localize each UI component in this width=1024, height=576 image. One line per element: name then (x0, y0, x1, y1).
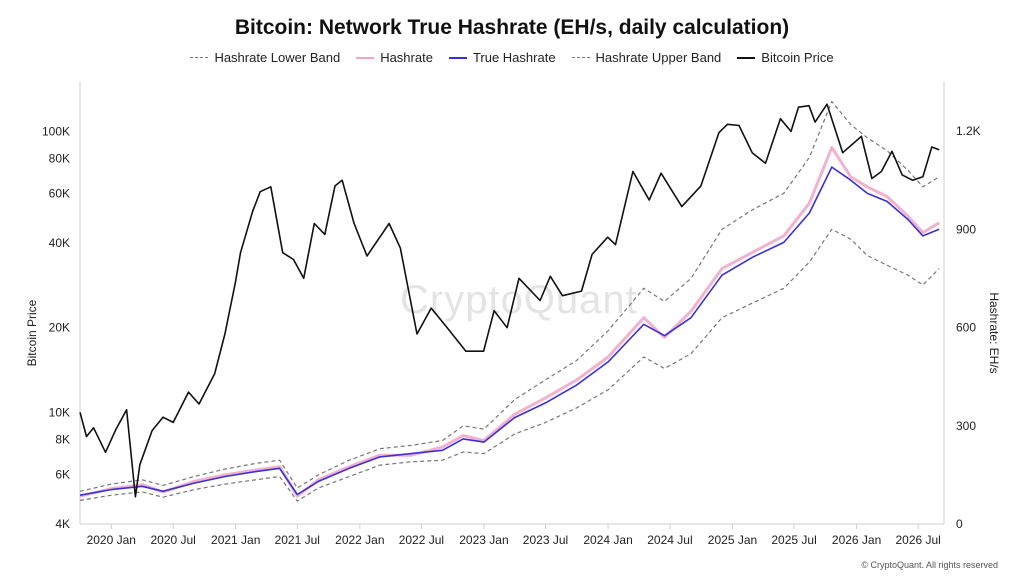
left-axis-title: Bitcoin Price (25, 299, 39, 366)
legend-swatch-bitcoin-price (737, 56, 756, 59)
legend-swatch-true-hashrate (448, 56, 467, 59)
x-tick-label: 2024 Jul (647, 533, 692, 547)
x-tick-label: 2024 Jan (583, 533, 632, 547)
legend-label: Hashrate (380, 50, 433, 65)
left-tick-label: 4K (55, 517, 70, 531)
legend-label: True Hashrate (472, 50, 556, 65)
left-tick-label: 40K (49, 236, 70, 250)
series-layer (79, 100, 940, 502)
right-tick-label: 900 (956, 222, 976, 236)
legend-label: Bitcoin Price (761, 50, 834, 65)
left-tick-label: 8K (55, 432, 70, 446)
series-bitcoin-priceline (79, 103, 940, 498)
legend-item-true-hashrate[interactable]: True Hashrate (448, 50, 556, 65)
x-tick-label: 2022 Jan (335, 533, 384, 547)
legend-item-hashrate[interactable]: Hashrate (356, 50, 433, 65)
axes-layer (79, 82, 945, 529)
series-hashrate-lower-bandline (79, 228, 940, 502)
x-tick-label: 2021 Jul (275, 533, 320, 547)
legend-item-lower-band[interactable]: Hashrate Lower Band (190, 50, 340, 65)
x-tick-label: 2023 Jul (523, 533, 568, 547)
copyright-notice: © CryptoQuant. All rights reserved (861, 560, 998, 570)
right-tick-label: 300 (956, 419, 976, 433)
legend-swatch-lower-band (190, 57, 209, 58)
legend-swatch-hashrate (356, 56, 375, 59)
watermark: CryptoQuant (400, 278, 638, 322)
x-tick-label: 2026 Jan (832, 533, 881, 547)
left-tick-label: 80K (49, 152, 70, 166)
left-tick-label: 6K (55, 468, 70, 482)
right-tick-label: 1.2K (956, 124, 981, 138)
left-tick-label: 20K (49, 321, 70, 335)
left-tick-label: 60K (49, 187, 70, 201)
x-tick-label: 2025 Jan (708, 533, 757, 547)
x-tick-label: 2020 Jan (87, 533, 136, 547)
x-tick-label: 2025 Jul (771, 533, 816, 547)
series-true-hashrateline (79, 166, 940, 496)
right-tick-label: 0 (956, 517, 963, 531)
legend-label: Hashrate Lower Band (214, 50, 341, 65)
legend-item-upper-band[interactable]: Hashrate Upper Band (571, 50, 722, 65)
labels-layer: 4K 6K 8K 10K 20K 40K 60K 80K 100K 0 300 600 900 1.2K 2… (25, 124, 1001, 547)
x-tick-label: 2021 Jan (211, 533, 260, 547)
x-tick-label: 2026 Jul (895, 533, 940, 547)
series-hashrateline (79, 146, 940, 498)
left-tick-label: 10K (49, 405, 70, 419)
left-tick-label: 100K (42, 124, 70, 138)
right-tick-label: 600 (956, 321, 976, 335)
legend-item-bitcoin-price[interactable]: Bitcoin Price (737, 50, 834, 65)
x-tick-label: 2022 Jul (399, 533, 444, 547)
right-axis-title: Hashrate: EH/s (987, 292, 1001, 373)
chart-title: Bitcoin: Network True Hashrate (EH/s, da… (234, 16, 790, 39)
x-tick-label: 2020 Jul (150, 533, 195, 547)
x-tick-label: 2023 Jan (459, 533, 508, 547)
legend-label: Hashrate Upper Band (595, 50, 722, 65)
legend: Hashrate Lower Band Hashrate True Hashra… (0, 50, 1024, 65)
series-hashrate-upper-bandline (79, 100, 940, 492)
legend-swatch-upper-band (571, 57, 590, 58)
